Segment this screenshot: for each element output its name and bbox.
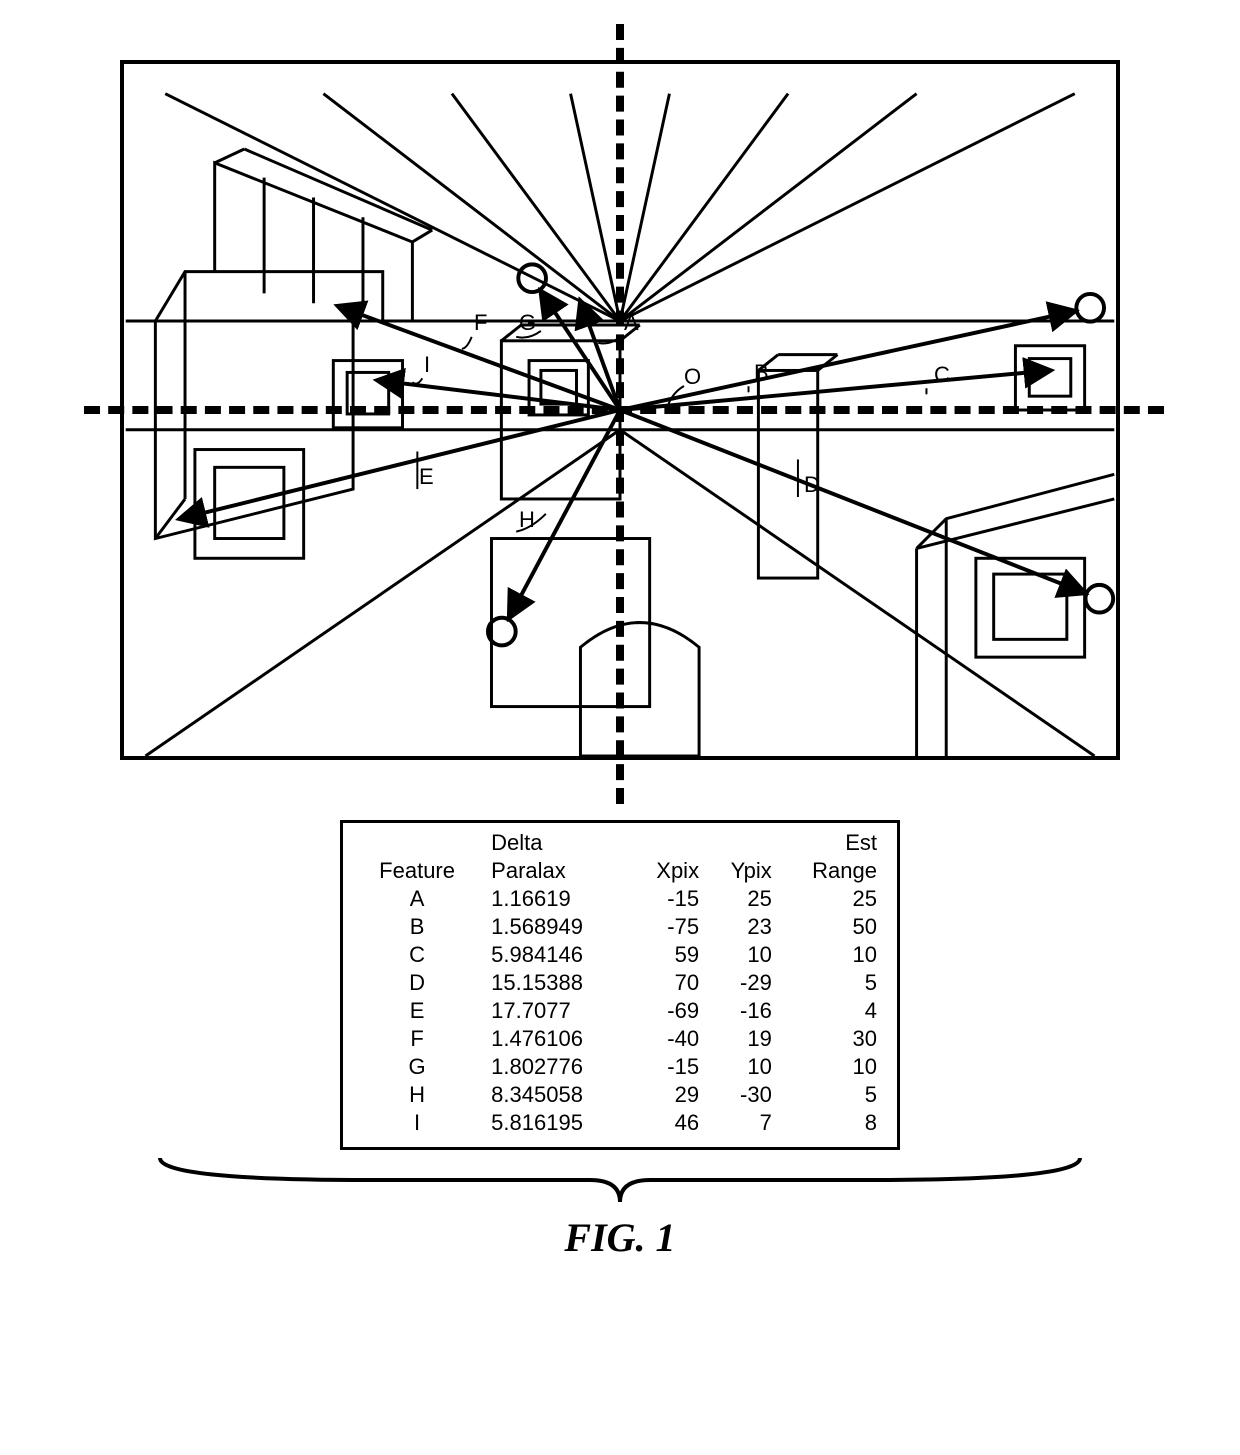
cell-ypix: 10 [705, 1053, 778, 1081]
vector-label-I: I [424, 352, 430, 378]
marker-circle-B [1076, 294, 1104, 322]
th-xpix: Xpix [630, 857, 705, 885]
figure-caption: FIG. 1 [100, 1214, 1140, 1261]
th-blank2 [630, 829, 705, 857]
cell-ypix: 25 [705, 885, 778, 913]
vectors-svg [124, 64, 1116, 756]
perspective-diagram: A B C D E F G H I O [120, 60, 1120, 760]
cell-delta: 5.984146 [477, 941, 630, 969]
feature-table: Delta Est Feature Paralax Xpix Ypix Rang… [340, 820, 900, 1150]
cell-xpix: -15 [630, 1053, 705, 1081]
th-est-top: Est [778, 829, 883, 857]
th-delta-top: Delta [477, 829, 630, 857]
cell-ypix: 23 [705, 913, 778, 941]
figure-wrap: ABCDEFGHI O Delta Est Feature Par [100, 60, 1140, 1261]
vector-E [180, 410, 620, 519]
vector-label-C: C [934, 362, 950, 388]
vector-label-E: E [419, 464, 434, 490]
cell-xpix: -15 [630, 885, 705, 913]
th-paralax: Paralax [477, 857, 630, 885]
vector-label-B: B [754, 360, 769, 386]
cell-ypix: 7 [705, 1109, 778, 1137]
marker-circle-G [518, 264, 546, 292]
marker-circle-H [488, 618, 516, 646]
table-row: E17.7077-69-164 [357, 997, 883, 1025]
table-row: C5.984146591010 [357, 941, 883, 969]
table-row: B1.568949-752350 [357, 913, 883, 941]
cell-ypix: -30 [705, 1081, 778, 1109]
cell-delta: 1.476106 [477, 1025, 630, 1053]
cell-xpix: -40 [630, 1025, 705, 1053]
cell-feature: E [357, 997, 477, 1025]
cell-xpix: -75 [630, 913, 705, 941]
table-row: A1.16619-152525 [357, 885, 883, 913]
cell-feature: I [357, 1109, 477, 1137]
cell-range: 5 [778, 1081, 883, 1109]
table-row: F1.476106-401930 [357, 1025, 883, 1053]
cell-delta: 17.7077 [477, 997, 630, 1025]
vector-label-A: A [624, 310, 639, 336]
cell-range: 50 [778, 913, 883, 941]
cell-range: 10 [778, 941, 883, 969]
cell-feature: G [357, 1053, 477, 1081]
cell-range: 5 [778, 969, 883, 997]
cell-delta: 1.802776 [477, 1053, 630, 1081]
marker-circle-D [1086, 585, 1114, 613]
cell-range: 30 [778, 1025, 883, 1053]
vector-label-D: D [804, 472, 820, 498]
cell-ypix: -16 [705, 997, 778, 1025]
cell-delta: 5.816195 [477, 1109, 630, 1137]
cell-delta: 1.16619 [477, 885, 630, 913]
cell-feature: B [357, 913, 477, 941]
cell-ypix: 10 [705, 941, 778, 969]
figure-brace [120, 1150, 1120, 1210]
th-blank [357, 829, 477, 857]
cell-range: 8 [778, 1109, 883, 1137]
cell-xpix: -69 [630, 997, 705, 1025]
vector-label-H: H [519, 507, 535, 533]
cell-xpix: 46 [630, 1109, 705, 1137]
cell-feature: D [357, 969, 477, 997]
parallax-table: Delta Est Feature Paralax Xpix Ypix Rang… [357, 829, 883, 1137]
vector-D [620, 410, 1085, 593]
vector-A [580, 301, 620, 410]
leader-I [412, 378, 422, 383]
cell-feature: C [357, 941, 477, 969]
th-blank3 [705, 829, 778, 857]
cell-feature: F [357, 1025, 477, 1053]
th-feature: Feature [357, 857, 477, 885]
cell-delta: 15.15388 [477, 969, 630, 997]
vector-label-G: G [519, 310, 536, 336]
cell-xpix: 29 [630, 1081, 705, 1109]
cell-xpix: 59 [630, 941, 705, 969]
vector-label-F: F [474, 310, 487, 336]
cell-range: 25 [778, 885, 883, 913]
th-ypix: Ypix [705, 857, 778, 885]
cell-range: 4 [778, 997, 883, 1025]
leader-A [598, 337, 620, 344]
cell-range: 10 [778, 1053, 883, 1081]
cell-ypix: 19 [705, 1025, 778, 1053]
th-range: Range [778, 857, 883, 885]
leader-F [462, 337, 472, 349]
cell-delta: 8.345058 [477, 1081, 630, 1109]
cell-delta: 1.568949 [477, 913, 630, 941]
table-row: G1.802776-151010 [357, 1053, 883, 1081]
table-row: H8.34505829-305 [357, 1081, 883, 1109]
cell-feature: H [357, 1081, 477, 1109]
table-row: I5.8161954678 [357, 1109, 883, 1137]
cell-feature: A [357, 885, 477, 913]
origin-label: O [684, 364, 701, 390]
table-row: D15.1538870-295 [357, 969, 883, 997]
cell-xpix: 70 [630, 969, 705, 997]
cell-ypix: -29 [705, 969, 778, 997]
vector-G [541, 291, 620, 410]
